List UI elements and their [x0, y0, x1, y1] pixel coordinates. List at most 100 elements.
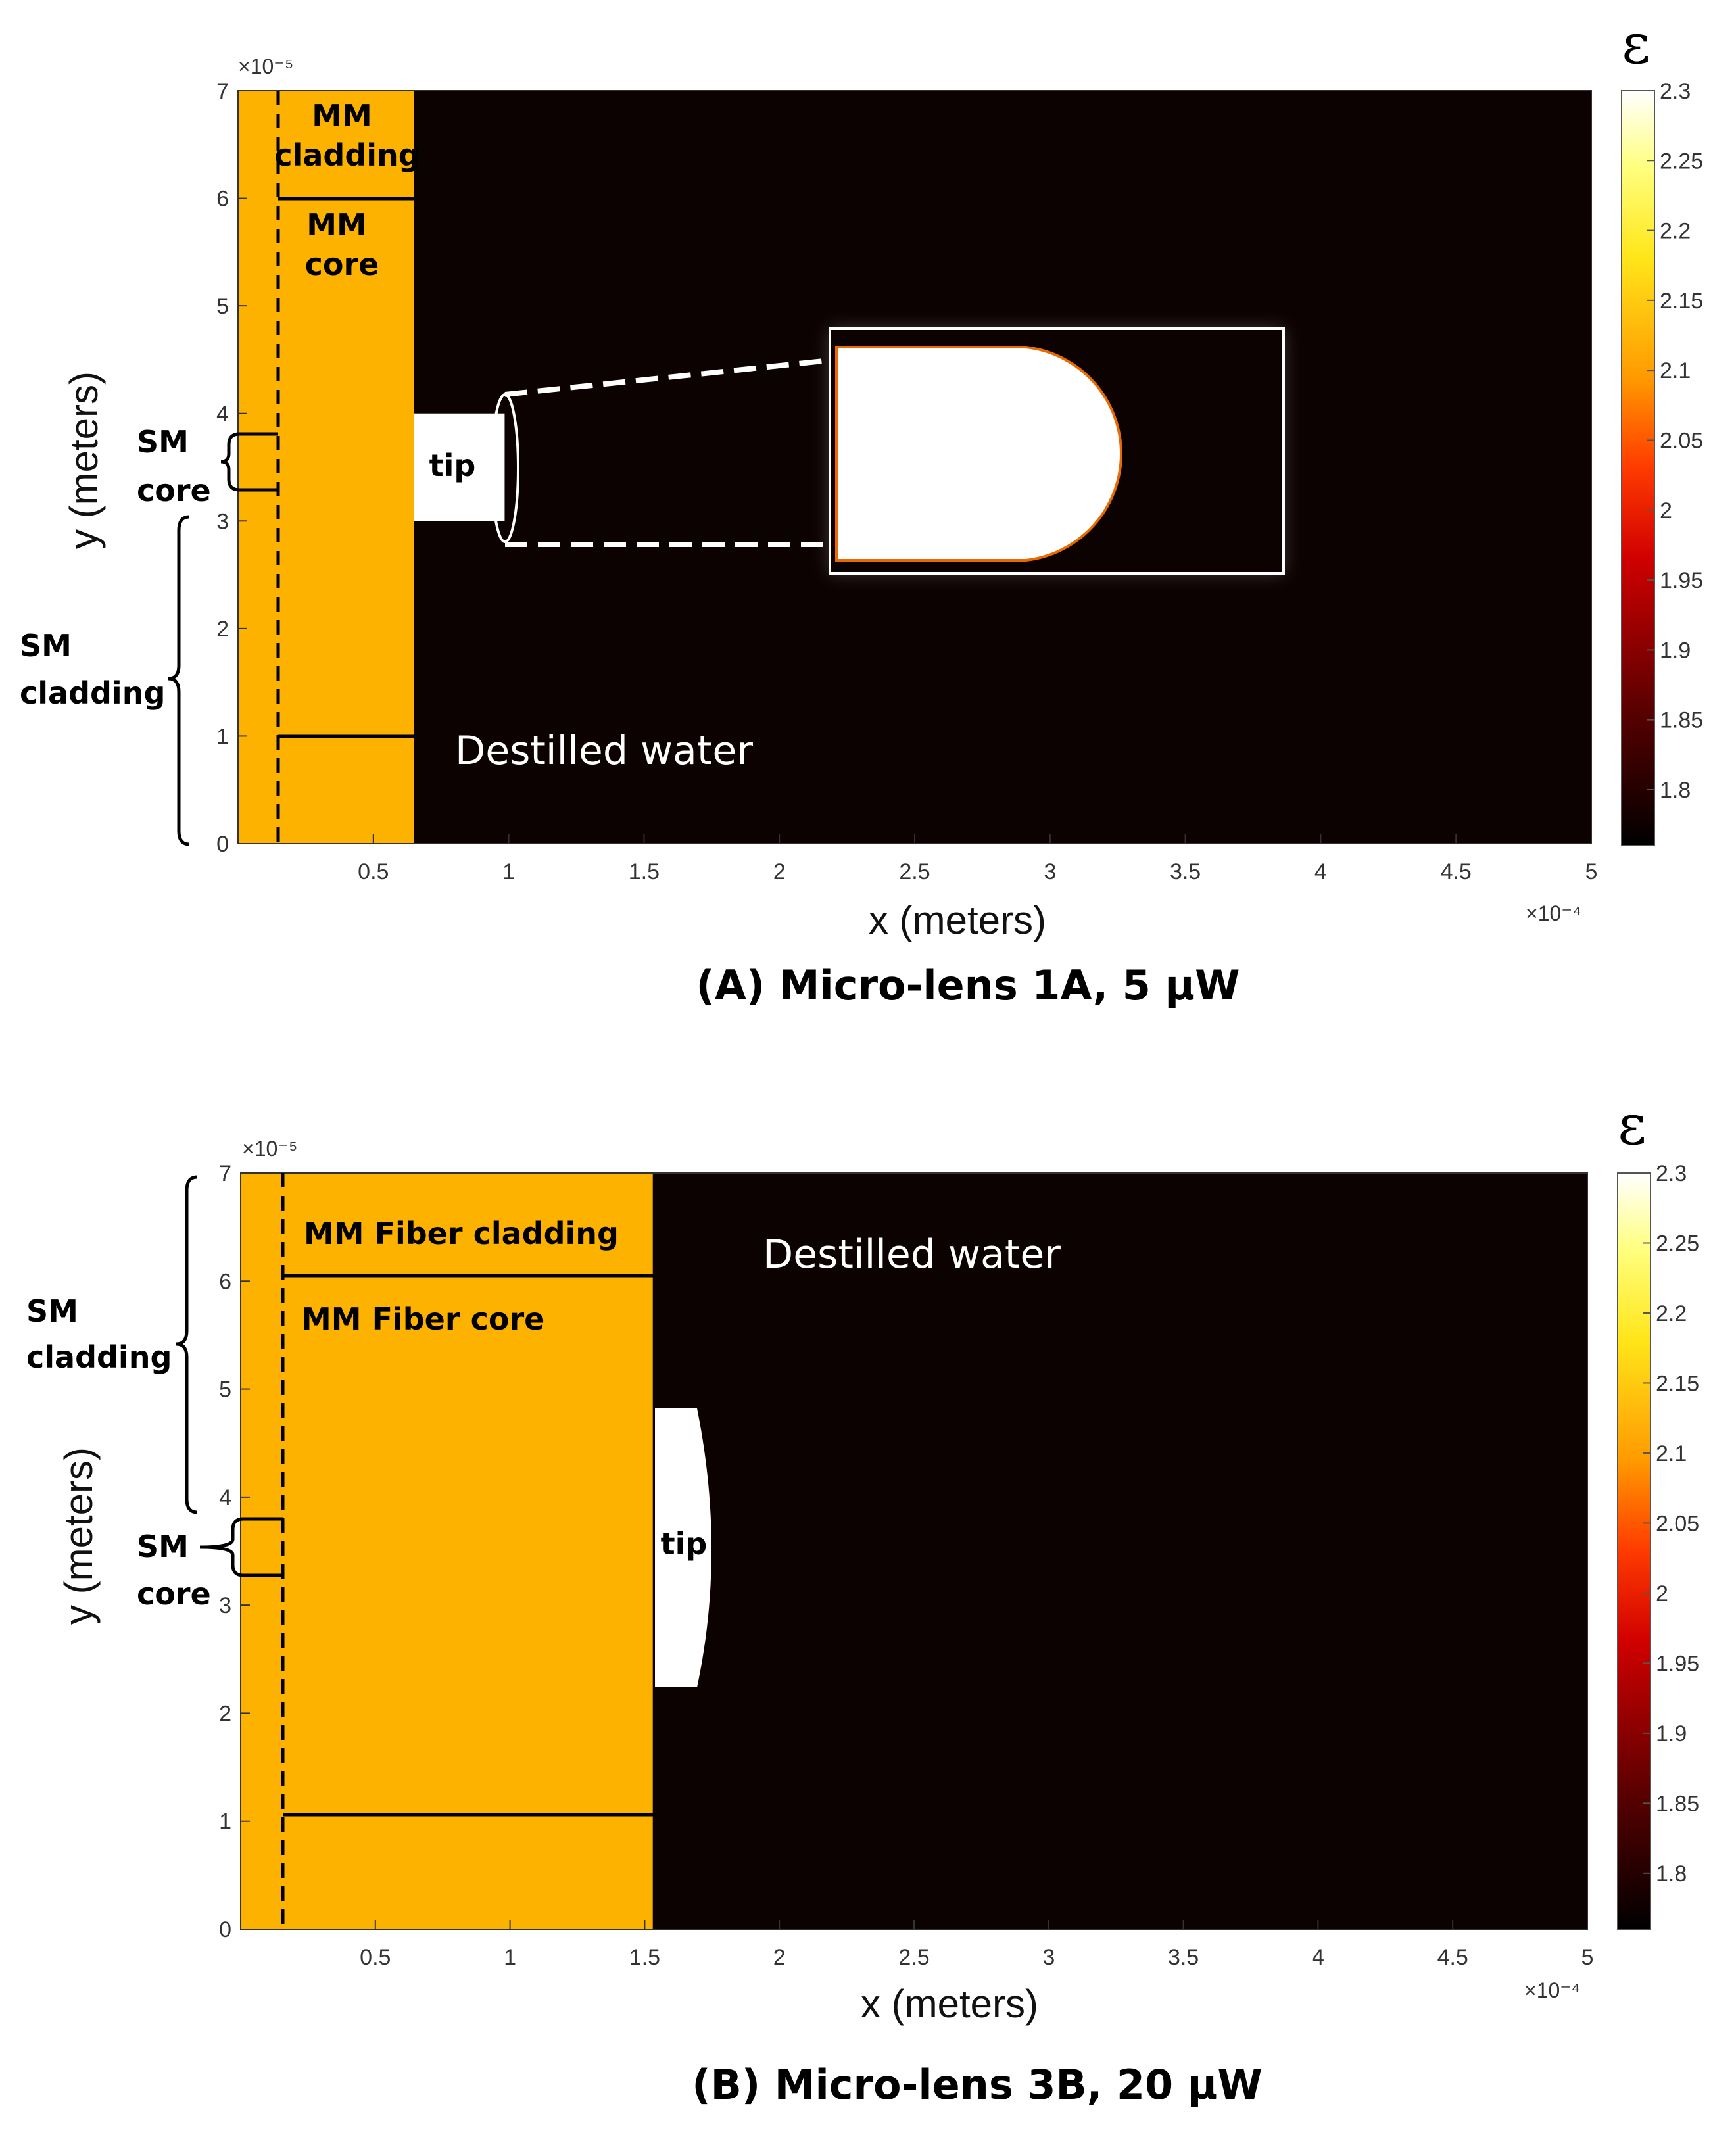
colorbar-tick-label: 2.25: [1660, 149, 1703, 174]
sm-cladding-bracket: [168, 515, 190, 846]
x-axis-label: x (meters): [869, 898, 1046, 942]
sm-cladding-label: SM cladding: [20, 628, 165, 711]
sm-core-label: SM core: [137, 1529, 211, 1612]
mm-cladding-label: MM cladding: [274, 98, 420, 173]
x-tick-label: 3: [1044, 859, 1056, 884]
y-multiplier: ×10⁻⁵: [242, 1137, 297, 1161]
x-tick-label: 5: [1585, 859, 1598, 884]
colorbar-tick-label: 2.15: [1660, 289, 1703, 314]
x-tick-label: 3.5: [1168, 1945, 1199, 1970]
caption: (B) Micro-lens 3B, 20 μW: [692, 2061, 1262, 2109]
y-tick-label: 5: [216, 294, 229, 319]
mm-core-label: MM core: [305, 207, 379, 282]
sm-cladding-label: SM cladding: [26, 1293, 172, 1375]
x-tick-label: 0.5: [360, 1945, 391, 1970]
fiber-region: [238, 91, 414, 844]
y-tick-label: 7: [216, 79, 229, 104]
tip-region: [414, 413, 505, 521]
colorbar-label: ε: [1618, 1093, 1647, 1157]
colorbar-tick-label: 2.2: [1660, 219, 1691, 244]
colorbar: [1621, 90, 1655, 846]
x-tick-label: 3.5: [1170, 859, 1201, 884]
colorbar-tick-label: 2.3: [1656, 1161, 1687, 1186]
x-tick-label: 4: [1312, 1945, 1324, 1970]
x-tick-label: 2.5: [898, 1945, 929, 1970]
y-ticks: 0 1 2 3 4 5 6 7: [219, 1161, 250, 1942]
y-multiplier: ×10⁻⁵: [238, 55, 293, 78]
fiber-region: [241, 1173, 653, 1929]
mm-cladding-label: MM Fiber cladding: [304, 1216, 619, 1251]
tip-inset: [491, 327, 1285, 575]
x-tick-label: 2: [773, 1945, 786, 1970]
colorbar-tick-label: 2.3: [1660, 79, 1691, 104]
colorbar-tick-label: 1.9: [1656, 1721, 1687, 1746]
y-tick-label: 2: [216, 617, 229, 642]
x-tick-label: 2.5: [899, 859, 930, 884]
y-tick-label: 1: [216, 724, 229, 749]
zoom-line-top: [504, 358, 831, 397]
y-tick-label: 4: [216, 402, 229, 427]
colorbar-tick-label: 2.1: [1656, 1441, 1687, 1466]
y-tick-label: 1: [219, 1810, 231, 1835]
colorbar-ticks: 2.3 2.25 2.2 2.15 2.1 2.05 2 1.95 1.9 1.85 1.8: [1643, 1161, 1699, 1886]
y-tick-label: 3: [219, 1593, 231, 1618]
colorbar-tick-label: 2.2: [1656, 1301, 1687, 1326]
colorbar-tick-label: 1.85: [1656, 1791, 1699, 1816]
y-tick-label: 0: [219, 1917, 231, 1942]
y-tick-label: 0: [216, 832, 229, 857]
caption: (A) Micro-lens 1A, 5 μW: [696, 961, 1240, 1009]
x-tick-label: 1: [502, 859, 515, 884]
x-tick-label: 3: [1042, 1945, 1055, 1970]
x-ticks: 0.5 1 1.5 2 2.5 3 3.5 4 4.5 5: [358, 834, 1597, 884]
colorbar-tick-label: 2.05: [1656, 1511, 1699, 1536]
sm-core-bracket: [199, 1517, 283, 1577]
x-tick-label: 4: [1314, 859, 1327, 884]
y-tick-label: 2: [219, 1701, 231, 1726]
colorbar-tick-label: 2.1: [1660, 358, 1691, 383]
colorbar-ticks: 2.3 2.25 2.2 2.15 2.1 2.05 2 1.95 1.9 1.85 1.8: [1647, 79, 1703, 803]
y-axis-label: y (meters): [57, 1447, 101, 1625]
colorbar-tick-label: 2.05: [1660, 428, 1703, 453]
sm-core-bracket: [220, 432, 278, 492]
colorbar-tick-label: 1.95: [1660, 568, 1703, 593]
colorbar-label: ε: [1622, 12, 1651, 76]
tip-region: [655, 1408, 711, 1687]
sm-cladding-bracket: [176, 1175, 198, 1514]
tip-label: tip: [429, 448, 476, 483]
colorbar-tick-label: 1.95: [1656, 1651, 1699, 1676]
x-ticks: 0.5 1 1.5 2 2.5 3 3.5 4 4.5 5: [360, 1920, 1593, 1970]
y-ticks: 0 1 2 3 4 5 6 7: [216, 79, 247, 857]
y-tick-label: 6: [219, 1269, 231, 1294]
y-tick-label: 4: [219, 1485, 231, 1510]
colorbar-tick-label: 2.15: [1656, 1371, 1699, 1396]
panel-b: 0.5 1 1.5 2 2.5 3 3.5 4 4.5 5 0 1 2 3 4 5 6 7 ×10⁻⁴ ×10⁻…: [26, 1093, 1699, 2109]
x-multiplier: ×10⁻⁴: [1526, 901, 1581, 925]
y-axis-label: y (meters): [62, 372, 106, 549]
x-tick-label: 1: [504, 1945, 516, 1970]
colorbar-tick-label: 2: [1660, 498, 1672, 523]
mm-core-label: MM Fiber core: [301, 1301, 544, 1337]
x-tick-label: 4.5: [1437, 1945, 1468, 1970]
y-tick-label: 7: [219, 1161, 231, 1186]
colorbar-tick-label: 1.8: [1656, 1861, 1687, 1886]
x-tick-label: 4.5: [1441, 859, 1472, 884]
colorbar: [1617, 1172, 1651, 1930]
x-tick-label: 1.5: [629, 859, 660, 884]
water-label: Destilled water: [763, 1232, 1061, 1278]
colorbar-tick-label: 1.9: [1660, 638, 1691, 663]
x-tick-label: 0.5: [358, 859, 389, 884]
sm-core-label-text: SM core: [137, 424, 211, 508]
y-tick-label: 3: [216, 509, 229, 534]
y-tick-label: 5: [219, 1378, 231, 1403]
colorbar-tick-label: 2.25: [1656, 1231, 1699, 1256]
water-label: Destilled water: [455, 728, 753, 774]
x-axis-label: x (meters): [861, 1982, 1038, 2026]
x-tick-label: 5: [1581, 1945, 1594, 1970]
inset-lens-shape: [835, 346, 1122, 562]
colorbar-tick-label: 2: [1656, 1581, 1668, 1606]
colorbar-tick-label: 1.85: [1660, 708, 1703, 733]
panel-a: 0.5 1 1.5 2 2.5 3 3.5 4 4.5 5 0 1 2 3 4 5 6 7 ×10⁻⁴ ×10⁻…: [20, 12, 1703, 1009]
tip-label: tip: [661, 1526, 708, 1562]
inset-frame: [829, 327, 1285, 575]
